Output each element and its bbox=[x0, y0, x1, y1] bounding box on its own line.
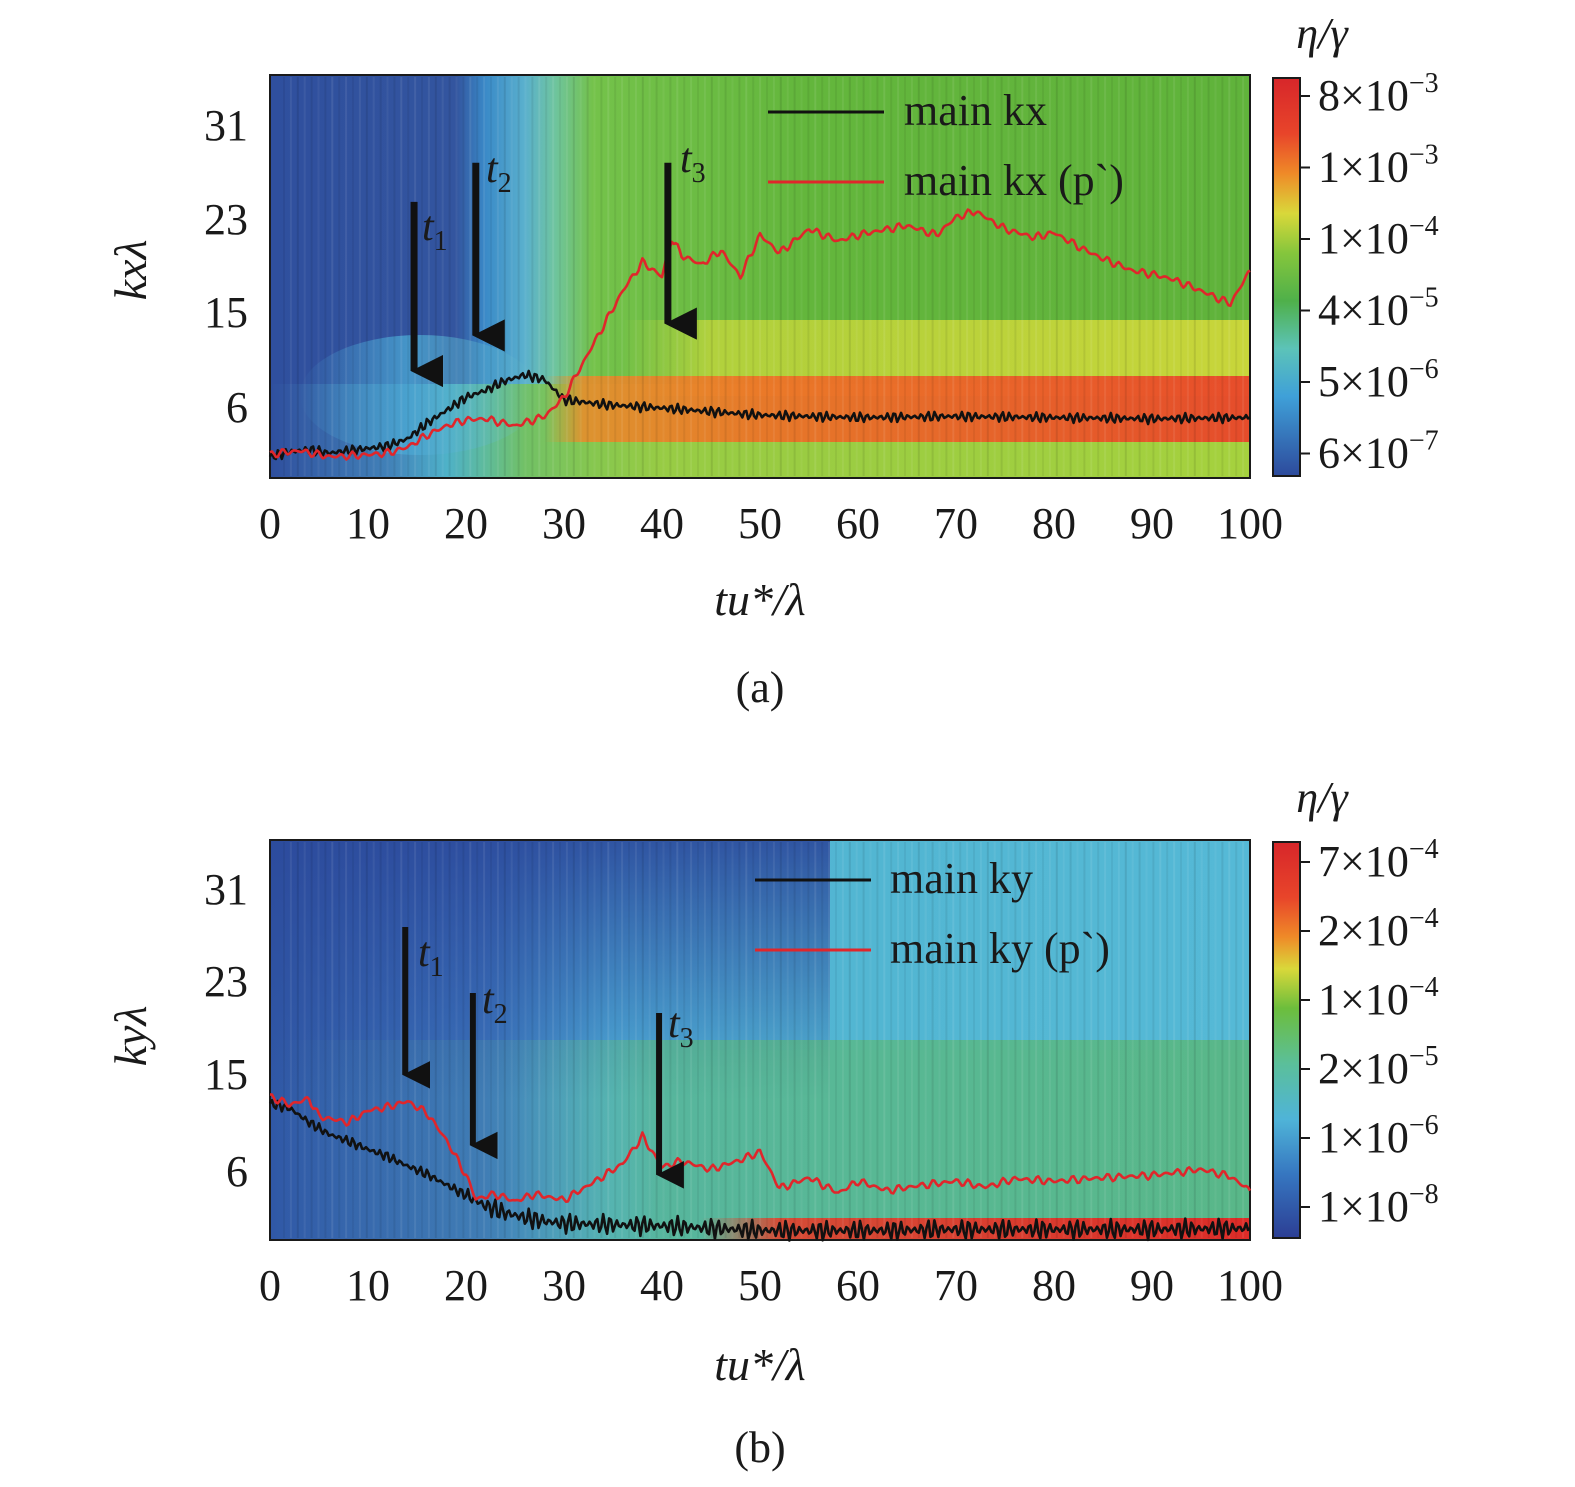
ytick-a-31: 31 bbox=[204, 101, 248, 150]
panel-b-legend: main ky main ky (p`) bbox=[755, 854, 1110, 973]
series-line-pressure bbox=[269, 1093, 1252, 1203]
ytick-a-23: 23 bbox=[204, 195, 248, 244]
ytick-b-6: 6 bbox=[226, 1147, 248, 1196]
ylabel-a: kxλ bbox=[105, 240, 156, 301]
xtick-label: 10 bbox=[346, 499, 390, 548]
panel-a-frame bbox=[269, 74, 1251, 479]
xtick-label: 30 bbox=[542, 499, 586, 548]
panel-a-heatmap bbox=[269, 74, 1251, 479]
colorbar-label: 5×10−6 bbox=[1318, 354, 1439, 406]
ytick-b-23: 23 bbox=[204, 957, 248, 1006]
xtick-label: 90 bbox=[1130, 1261, 1174, 1310]
xtick-label: 60 bbox=[836, 1261, 880, 1310]
xtick-label: 30 bbox=[542, 1261, 586, 1310]
colorbar-label: 4×10−5 bbox=[1318, 283, 1439, 335]
annotation-t3-a: t3 bbox=[680, 136, 706, 189]
legend-label-main-ky-p: main ky (p`) bbox=[890, 924, 1110, 973]
xlabel-a: tu*/λ bbox=[714, 574, 805, 625]
xtick-label: 70 bbox=[934, 499, 978, 548]
annotation-t1-b: t1 bbox=[418, 930, 444, 983]
ytick-a-6: 6 bbox=[226, 383, 248, 432]
colorbar-label: 1×10−4 bbox=[1318, 211, 1439, 263]
panel-b-y-axis: 31 23 15 6 kyλ bbox=[105, 865, 248, 1196]
xtick-label: 80 bbox=[1032, 1261, 1076, 1310]
panel-a-arrows: t1 t2 t3 bbox=[410, 136, 706, 388]
panel-a-legend: main kx main kx (p`) bbox=[768, 86, 1124, 205]
colorbar-label: 1×10−6 bbox=[1318, 1110, 1439, 1162]
xtick-label: 10 bbox=[346, 1261, 390, 1310]
annotation-t3-b: t3 bbox=[668, 1001, 694, 1054]
ytick-a-15: 15 bbox=[204, 288, 248, 337]
panel-a: t1 t2 t3 main kx main kx (p`) 31 23 15 6… bbox=[105, 9, 1439, 712]
colorbar-label: 2×10−5 bbox=[1318, 1041, 1439, 1093]
ytick-b-31: 31 bbox=[204, 865, 248, 914]
xtick-label: 90 bbox=[1130, 499, 1174, 548]
caption-a: (a) bbox=[736, 663, 785, 712]
annotation-t1-a: t1 bbox=[422, 204, 448, 257]
panel-a-x-axis: 0 10 20 30 40 50 60 70 80 90 100 bbox=[259, 499, 1283, 548]
xtick-label: 100 bbox=[1217, 1261, 1283, 1310]
colorbar-b-gradient bbox=[1272, 841, 1301, 1239]
ylabel-b: kyλ bbox=[105, 1006, 156, 1067]
legend-label-main-ky: main ky bbox=[890, 854, 1033, 903]
panel-a-y-axis: 31 23 15 6 kxλ bbox=[105, 101, 248, 432]
colorbar-b-title: η/γ bbox=[1296, 773, 1349, 822]
panel-b: t1 t2 t3 main ky main ky (p`) 31 23 15 6… bbox=[105, 773, 1439, 1472]
caption-b: (b) bbox=[734, 1423, 785, 1472]
colorbar-label: 7×10−4 bbox=[1318, 834, 1439, 886]
xtick-label: 60 bbox=[836, 499, 880, 548]
panel-a-series bbox=[268, 208, 1251, 461]
xtick-label: 100 bbox=[1217, 499, 1283, 548]
xtick-label: 70 bbox=[934, 1261, 978, 1310]
panel-b-frame bbox=[269, 839, 1251, 1241]
xtick-label: 50 bbox=[738, 499, 782, 548]
colorbar-label: 8×10−3 bbox=[1318, 68, 1439, 120]
xtick-label: 40 bbox=[640, 499, 684, 548]
panel-a-colorbar: η/γ 8×10−3 1×10−3 1×10−4 4×10−5 5×10−6 6×10−7 bbox=[1272, 9, 1439, 478]
xtick-label: 0 bbox=[259, 1261, 281, 1310]
series-line-main bbox=[268, 369, 1251, 461]
panel-b-colorbar: η/γ 7×10−4 2×10−4 1×10−4 2×10−5 1×10−6 1×10−8 bbox=[1272, 773, 1439, 1239]
xtick-label: 0 bbox=[259, 499, 281, 548]
xlabel-b: tu*/λ bbox=[714, 1339, 805, 1390]
colorbar-a-title: η/γ bbox=[1296, 9, 1349, 58]
panel-b-field-green bbox=[270, 1040, 1250, 1240]
panel-b-x-axis: 0 10 20 30 40 50 60 70 80 90 100 bbox=[259, 1261, 1283, 1310]
ytick-b-15: 15 bbox=[204, 1050, 248, 1099]
annotation-t2-b: t2 bbox=[482, 977, 508, 1030]
panel-b-heatmap bbox=[269, 839, 1251, 1241]
colorbar-label: 2×10−4 bbox=[1318, 903, 1439, 955]
annotation-t2-a: t2 bbox=[486, 146, 512, 199]
colorbar-label: 1×10−4 bbox=[1318, 972, 1439, 1024]
panel-b-arrows: t1 t2 t3 bbox=[402, 927, 694, 1189]
panel-b-series bbox=[268, 1093, 1252, 1242]
xtick-label: 20 bbox=[444, 499, 488, 548]
legend-label-main-kx: main kx bbox=[904, 86, 1047, 135]
colorbar-a-gradient bbox=[1272, 77, 1301, 477]
series-line-pressure bbox=[269, 208, 1251, 461]
xtick-label: 80 bbox=[1032, 499, 1076, 548]
series-line-main bbox=[268, 1098, 1251, 1242]
colorbar-label: 6×10−7 bbox=[1318, 426, 1439, 478]
panel-a-field-blob bbox=[300, 335, 540, 455]
xtick-label: 20 bbox=[444, 1261, 488, 1310]
panel-b-field-texture bbox=[283, 842, 1245, 1238]
legend-label-main-kx-p: main kx (p`) bbox=[904, 156, 1124, 205]
xtick-label: 40 bbox=[640, 1261, 684, 1310]
xtick-label: 50 bbox=[738, 1261, 782, 1310]
colorbar-label: 1×10−3 bbox=[1318, 140, 1439, 192]
colorbar-label: 1×10−8 bbox=[1318, 1179, 1439, 1231]
